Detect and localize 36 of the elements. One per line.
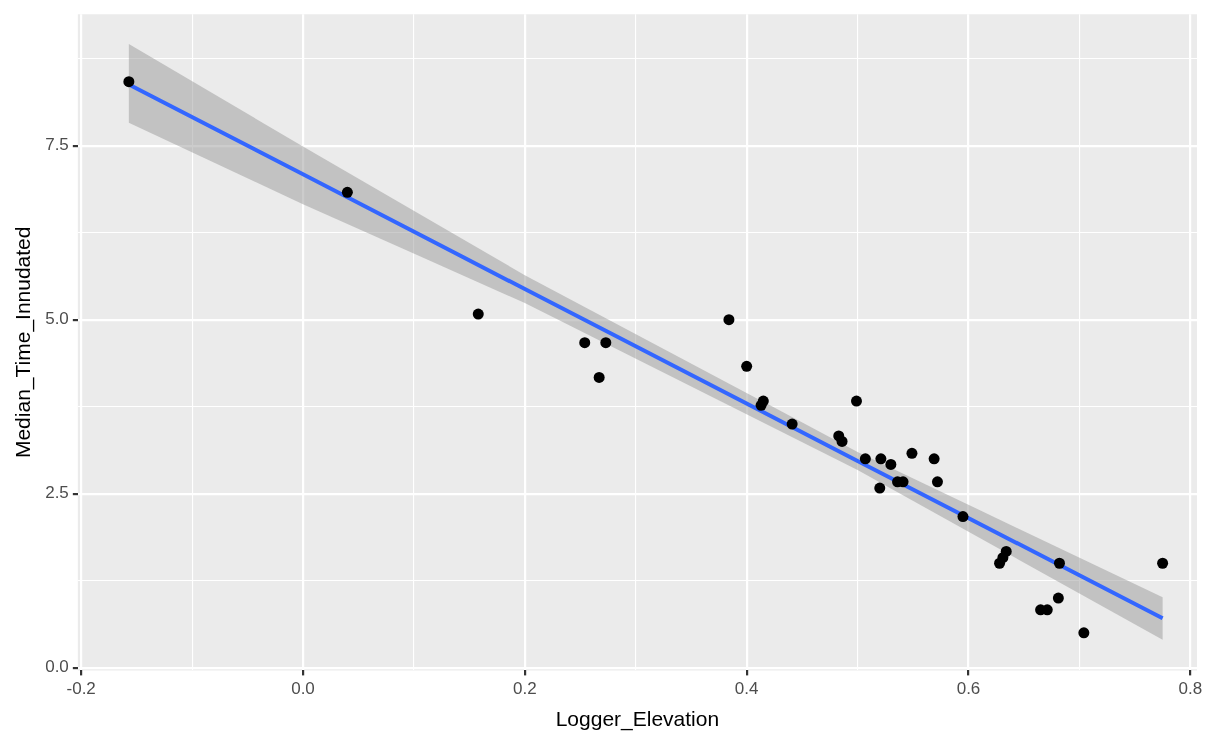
point xyxy=(123,76,135,88)
x-tick-label: 0.6 xyxy=(956,679,981,699)
point xyxy=(593,371,605,383)
point xyxy=(341,186,353,198)
point xyxy=(741,360,753,372)
point xyxy=(850,395,862,407)
point xyxy=(931,476,943,488)
x-tick-label: 0.4 xyxy=(734,679,759,699)
point xyxy=(1000,545,1012,557)
point xyxy=(1052,592,1064,604)
point xyxy=(723,314,735,326)
point xyxy=(957,511,969,523)
y-tick-label: 0.0 xyxy=(45,657,69,677)
point xyxy=(1078,627,1090,639)
point xyxy=(1053,557,1065,569)
point xyxy=(874,482,886,494)
point xyxy=(472,308,484,320)
point xyxy=(600,337,612,349)
y-tick-label: 2.5 xyxy=(45,483,69,503)
point xyxy=(859,453,871,465)
y-tick-label: 5.0 xyxy=(45,309,69,329)
point xyxy=(885,458,897,470)
point xyxy=(836,435,848,447)
x-tick-label: 0.8 xyxy=(1178,679,1203,699)
point xyxy=(579,337,591,349)
point xyxy=(906,447,918,459)
point xyxy=(1157,557,1169,569)
x-tick-label: 0.0 xyxy=(291,679,315,699)
x-tick-label: 0.2 xyxy=(513,679,537,699)
y-tick-label: 7.5 xyxy=(45,135,69,155)
x-axis-title: Logger_Elevation xyxy=(555,707,720,732)
y-axis-title: Median_Time_Innudated xyxy=(11,226,36,459)
point xyxy=(928,453,940,465)
point xyxy=(786,418,798,430)
point xyxy=(875,453,887,465)
x-tick-label: -0.2 xyxy=(66,679,96,699)
